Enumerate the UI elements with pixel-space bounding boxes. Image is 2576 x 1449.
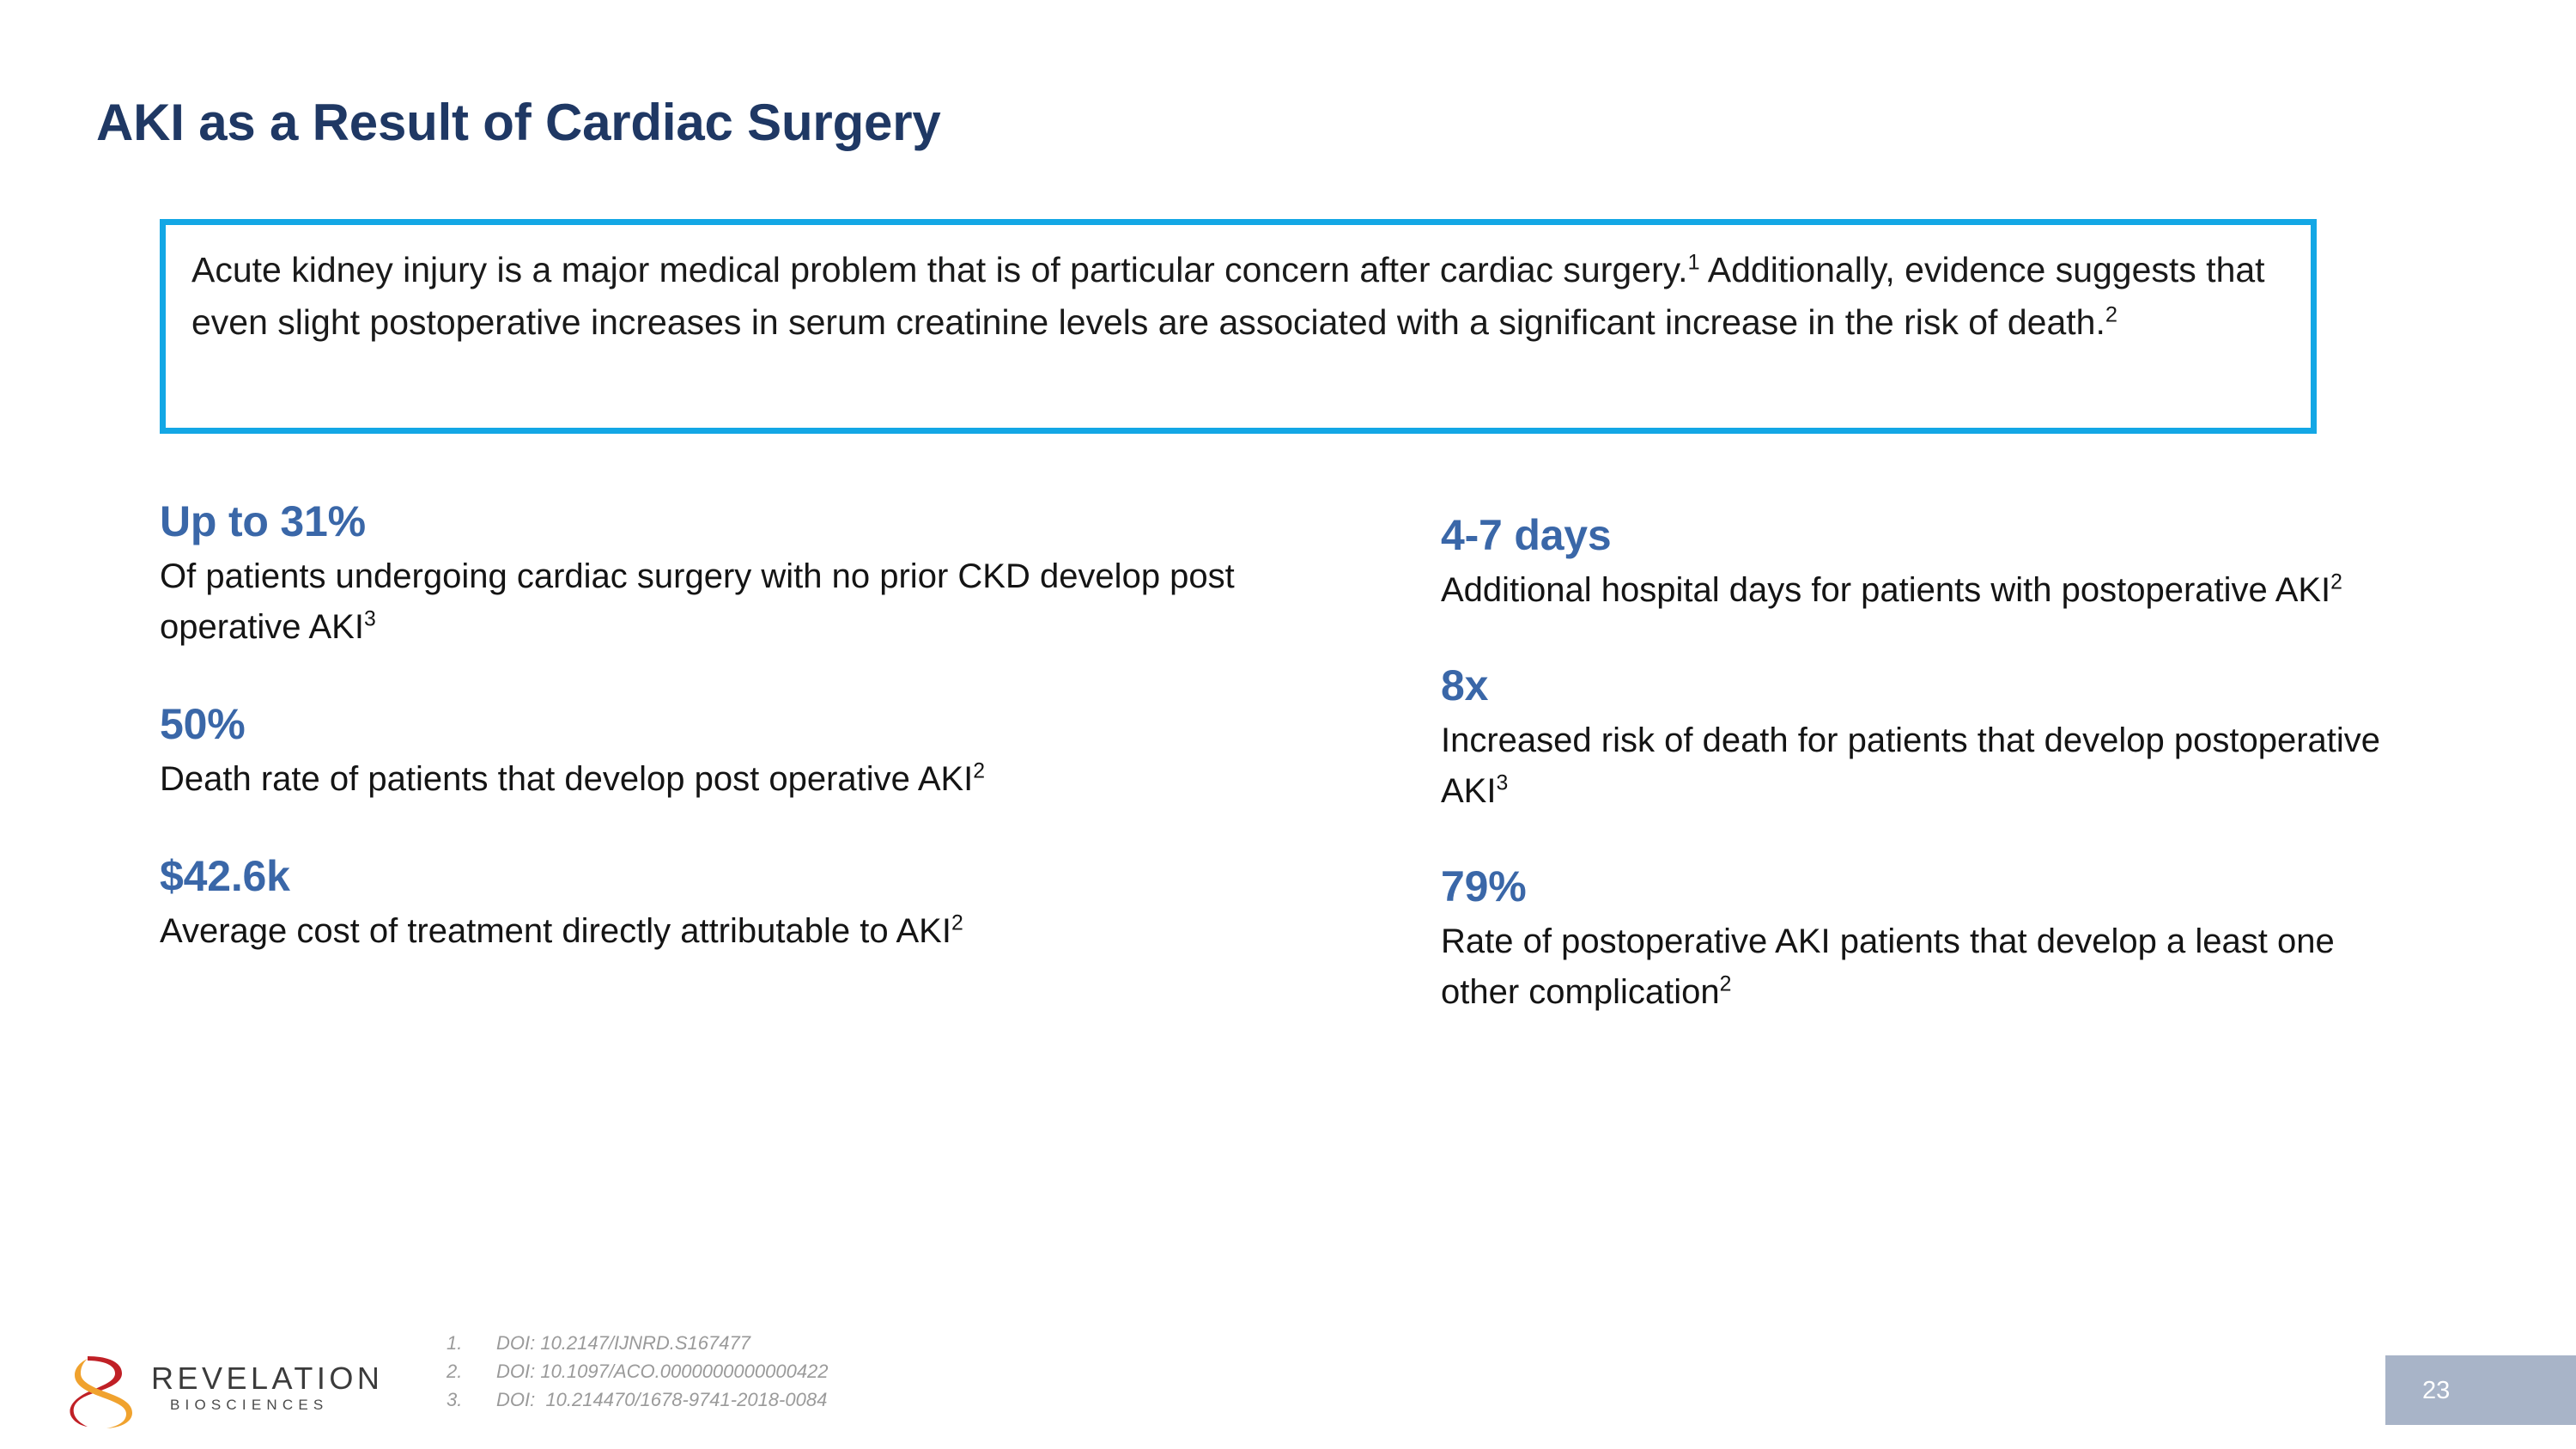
stat-description-text: Rate of postoperative AKI patients that … xyxy=(1441,922,2335,1011)
stat-block: 79% Rate of postoperative AKI patients t… xyxy=(1441,863,2385,1018)
stat-block: 8x Increased risk of death for patients … xyxy=(1441,662,2385,817)
dna-helix-icon xyxy=(70,1356,132,1428)
logo-company-subtitle: BIOSCIENCES xyxy=(170,1397,329,1413)
reference-doi: DOI: 10.214470/1678-9741-2018-0084 xyxy=(496,1389,828,1410)
reference-number: 2. xyxy=(447,1361,463,1382)
stat-reference-superscript: 3 xyxy=(363,607,376,631)
company-logo: REVELATION BIOSCIENCES xyxy=(69,1353,380,1439)
stat-reference-superscript: 2 xyxy=(2330,570,2342,594)
page-number: 23 xyxy=(2422,1377,2451,1404)
callout-sentence-1: Acute kidney injury is a major medical p… xyxy=(191,250,1688,289)
callout-box: Acute kidney injury is a major medical p… xyxy=(160,219,2317,434)
stat-description: Of patients undergoing cardiac surgery w… xyxy=(160,551,1242,653)
callout-text: Acute kidney injury is a major medical p… xyxy=(191,244,2295,349)
reference-item: 2. DOI: 10.1097/ACO.0000000000000422 xyxy=(447,1357,829,1385)
reference-item: 1. DOI: 10.2147/IJNRD.S167477 xyxy=(447,1329,829,1357)
stat-reference-superscript: 2 xyxy=(951,911,963,935)
stat-value: Up to 31% xyxy=(160,497,366,545)
reference-list: 1. DOI: 10.2147/IJNRD.S167477 2. DOI: 10… xyxy=(447,1329,829,1414)
stat-value: 8x xyxy=(1441,661,1489,709)
stats-column-right: 4-7 days Additional hospital days for pa… xyxy=(1441,512,2385,1064)
stat-description-text: Of patients undergoing cardiac surgery w… xyxy=(160,557,1235,646)
reference-doi: DOI: 10.1097/ACO.0000000000000422 xyxy=(496,1361,829,1382)
logo-wordmark: REVELATION BIOSCIENCES xyxy=(151,1361,383,1415)
stat-reference-superscript: 3 xyxy=(1496,771,1509,795)
reference-number: 3. xyxy=(447,1389,463,1410)
stat-reference-superscript: 2 xyxy=(973,759,986,783)
page-number-badge: 23 xyxy=(2385,1355,2576,1425)
stat-value: 4-7 days xyxy=(1441,511,1612,559)
stats-column-left: Up to 31% Of patients undergoing cardiac… xyxy=(160,498,1242,1005)
stat-description-text: Average cost of treatment directly attri… xyxy=(160,912,951,950)
stat-description: Average cost of treatment directly attri… xyxy=(160,906,1242,957)
reference-number: 1. xyxy=(447,1332,463,1354)
page-title: AKI as a Result of Cardiac Surgery xyxy=(96,94,941,151)
stat-value: 79% xyxy=(1441,862,1527,910)
stat-block: $42.6k Average cost of treatment directl… xyxy=(160,853,1242,957)
logo-company-name: REVELATION xyxy=(151,1361,384,1396)
stat-block: 50% Death rate of patients that develop … xyxy=(160,701,1242,805)
callout-superscript-2: 2 xyxy=(2105,302,2117,327)
stat-description: Death rate of patients that develop post… xyxy=(160,754,1242,805)
callout-superscript-1: 1 xyxy=(1687,250,1700,275)
stat-value: 50% xyxy=(160,700,246,748)
stat-block: Up to 31% Of patients undergoing cardiac… xyxy=(160,498,1242,653)
stat-reference-superscript: 2 xyxy=(1719,972,1732,996)
reference-item: 3. DOI: 10.214470/1678-9741-2018-0084 xyxy=(447,1385,829,1414)
stat-block: 4-7 days Additional hospital days for pa… xyxy=(1441,512,2385,616)
stat-value: $42.6k xyxy=(160,852,290,900)
stat-description-text: Death rate of patients that develop post… xyxy=(160,760,974,798)
stat-description: Increased risk of death for patients tha… xyxy=(1441,715,2385,817)
callout-sentence-2: Additionally, evidence suggests that eve… xyxy=(191,250,2265,342)
stat-description: Additional hospital days for patients wi… xyxy=(1441,565,2385,616)
reference-doi: DOI: 10.2147/IJNRD.S167477 xyxy=(496,1332,750,1354)
stat-description: Rate of postoperative AKI patients that … xyxy=(1441,916,2385,1018)
stat-description-text: Additional hospital days for patients wi… xyxy=(1441,571,2331,609)
stat-description-text: Increased risk of death for patients tha… xyxy=(1441,721,2381,810)
